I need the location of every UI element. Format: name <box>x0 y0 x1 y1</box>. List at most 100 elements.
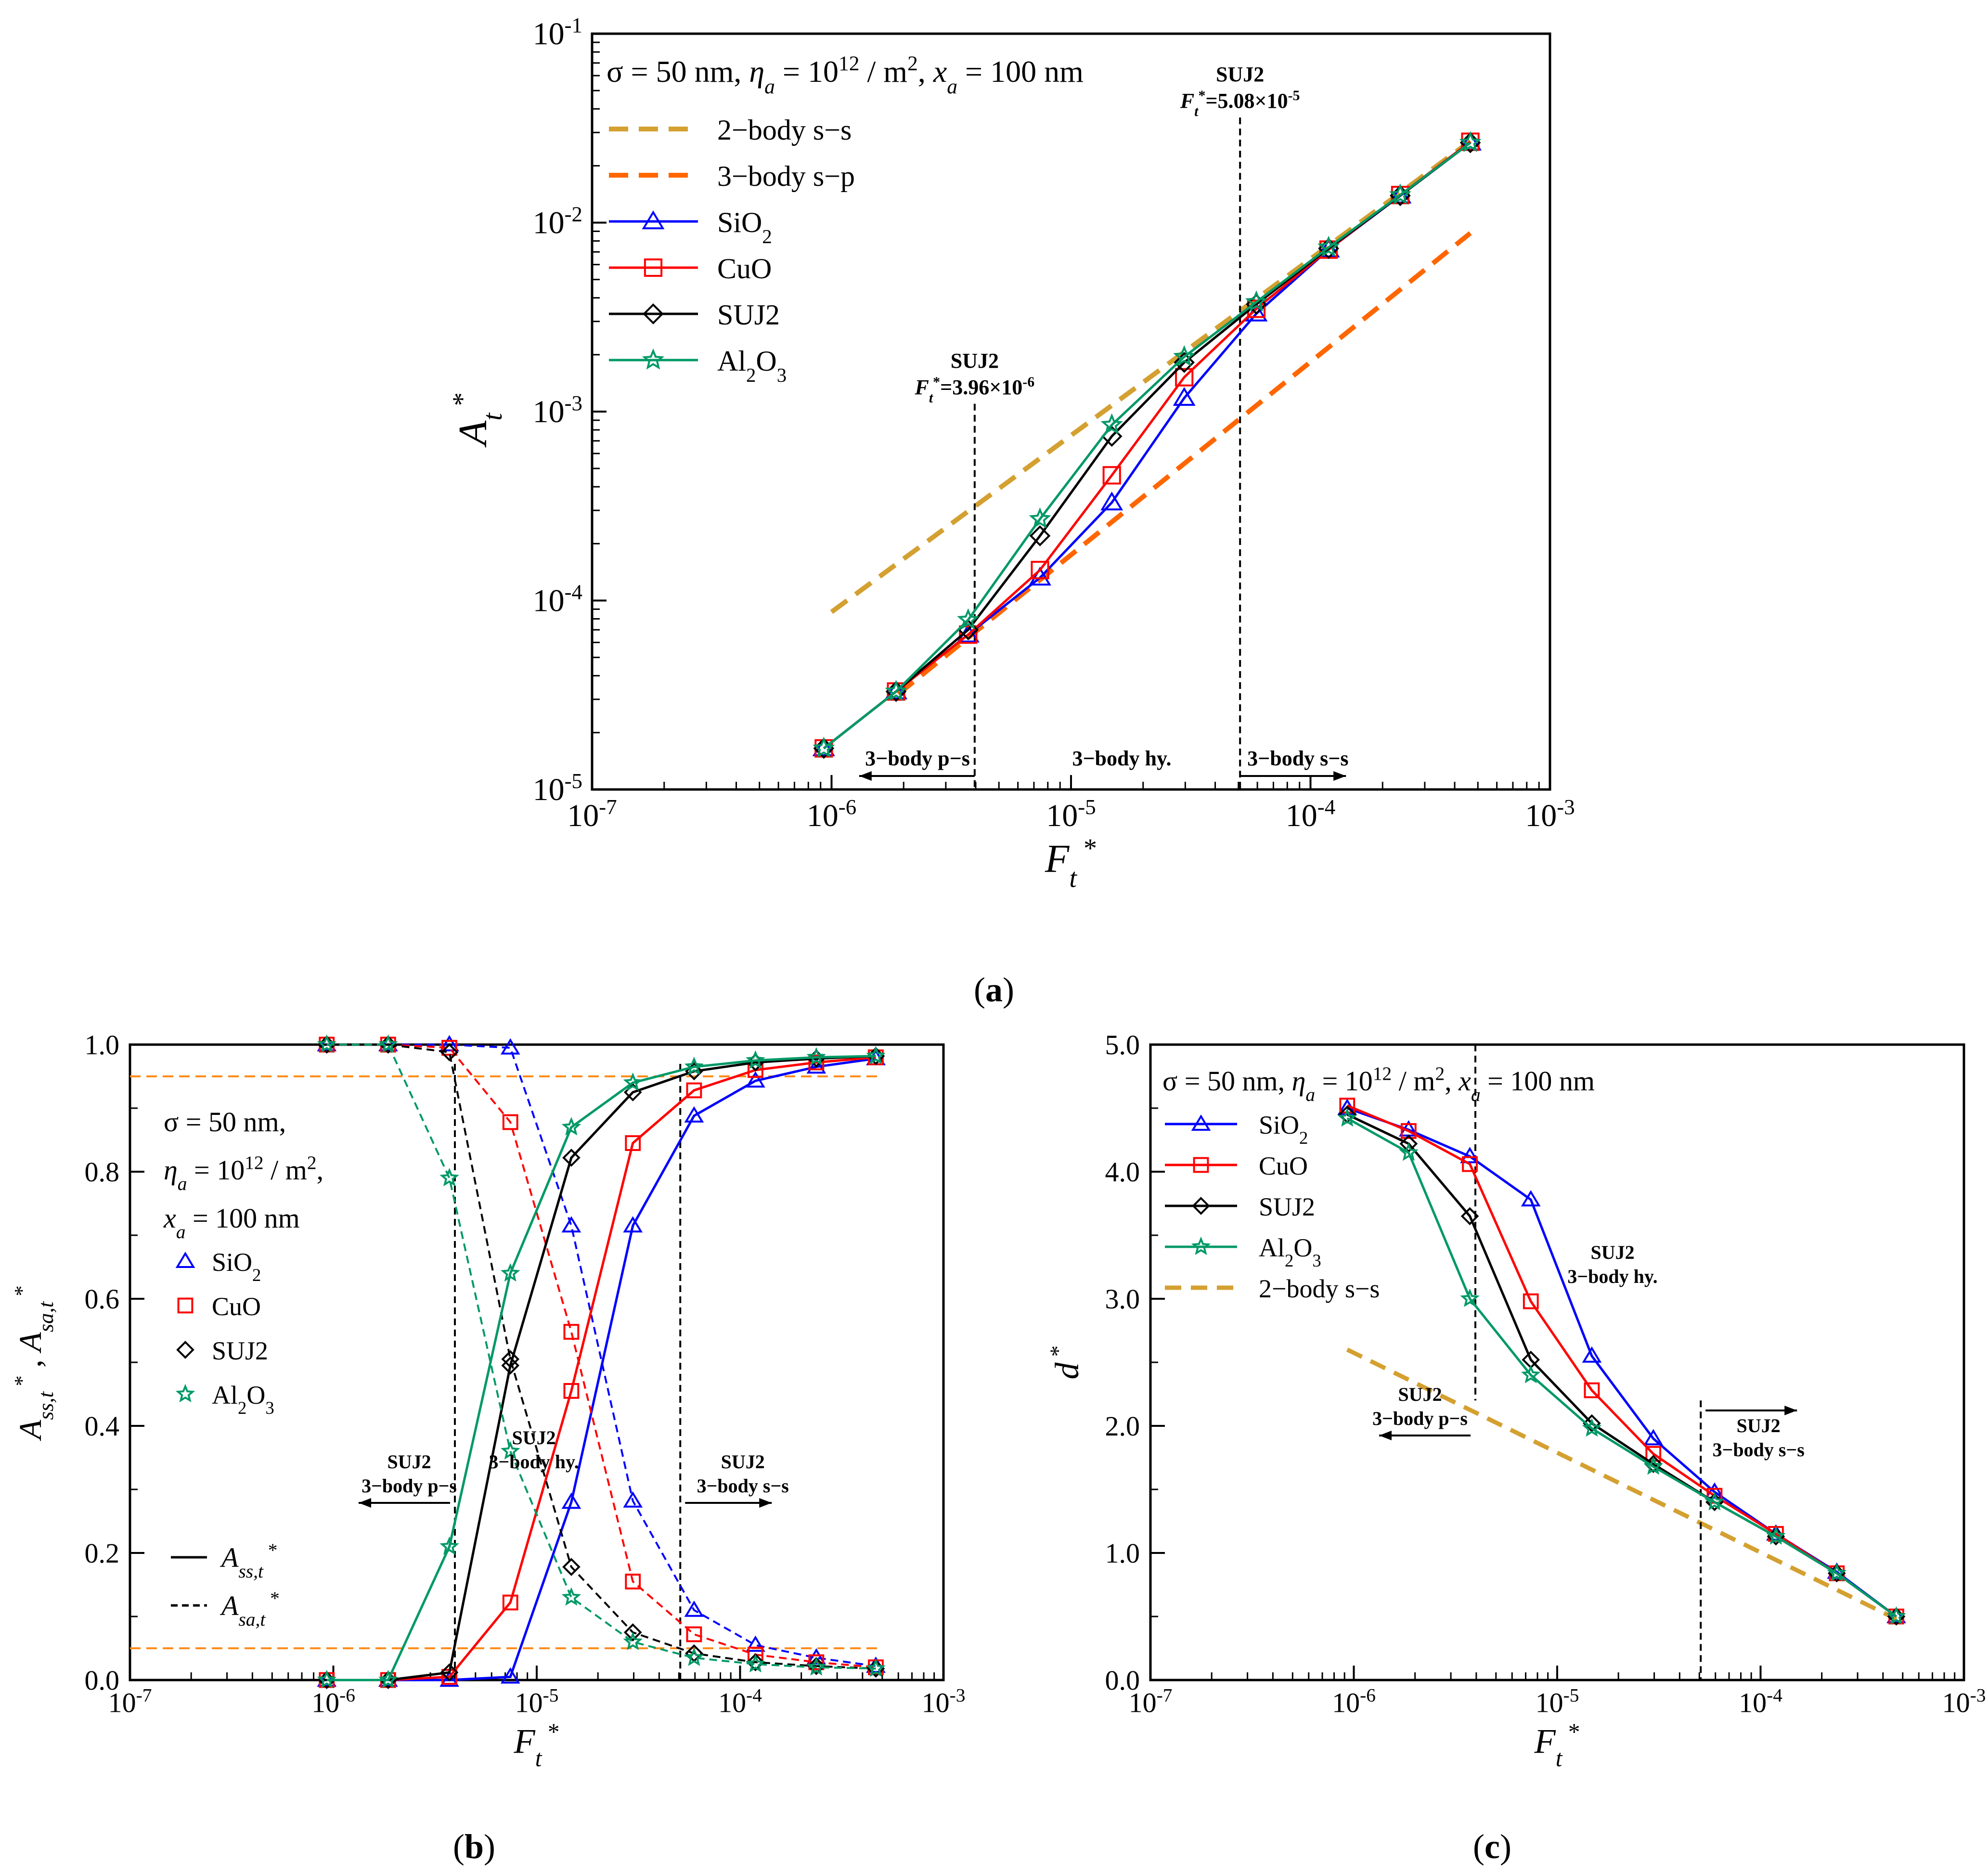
series-line-CuO <box>1346 1104 1897 1618</box>
legend-label: CuO <box>717 253 772 284</box>
legend-label: SiO2 <box>717 207 772 247</box>
data-point-Al2O3 <box>1399 1142 1419 1161</box>
data-point-SiO2 <box>1704 1482 1725 1499</box>
legend-marker <box>1191 1236 1211 1255</box>
x-tick-label: 10-5 <box>1046 795 1096 833</box>
series-line-Al2O3 <box>823 142 1472 750</box>
x-tick-label: 10-6 <box>807 795 856 833</box>
data-point-SUJ2 <box>562 1558 581 1576</box>
legend-a: σ = 50 nm, ηa = 1012 / m2, xa = 100 nm 2−… <box>607 52 1084 386</box>
boundary-value: Ft*=3.96×10-6 <box>915 374 1035 405</box>
data-point-Al2O3 <box>378 1034 398 1053</box>
data-point-Al2O3 <box>1460 1288 1480 1307</box>
data-point-Al2O3 <box>684 1647 704 1666</box>
x-axis-label: Ft * <box>514 1718 560 1771</box>
data-point-SiO2 <box>806 1648 826 1665</box>
data-point-Al2O3 <box>1173 345 1196 366</box>
y-axis-label: At * <box>447 392 508 448</box>
params-text: σ = 50 nm, ηa = 1012 / m2, xa = 100 nm <box>607 52 1084 98</box>
data-point-SUJ2 <box>746 1653 765 1671</box>
region-title: SUJ2 <box>512 1427 556 1448</box>
data-point-SiO2 <box>885 680 908 699</box>
legend-marker <box>642 348 665 370</box>
data-point-CuO <box>808 1654 825 1670</box>
x-tick-label: 10-7 <box>1129 1685 1173 1719</box>
legend-marker <box>644 258 663 277</box>
x-tick-label: 10-6 <box>1332 1685 1376 1719</box>
region-label: 3−body hy. <box>489 1451 579 1473</box>
data-point-SiO2 <box>439 1035 459 1051</box>
data-point-Al2O3 <box>1317 235 1340 257</box>
data-point-CuO <box>1102 466 1121 485</box>
legend-label: SUJ2 <box>212 1336 268 1365</box>
legend-marker <box>175 1384 195 1403</box>
region-title: SUJ2 <box>1590 1241 1634 1263</box>
legend-b: σ = 50 nm, ηa = 1012 / m2, xa = 100 nm SiO2… <box>163 1106 323 1630</box>
legend-label: SiO2 <box>1259 1111 1308 1148</box>
data-point-Al2O3 <box>623 1631 643 1650</box>
data-point-Al2O3 <box>1704 1492 1725 1511</box>
region-label: 3−body hy. <box>1072 747 1171 770</box>
data-point-Al2O3 <box>1521 1365 1541 1384</box>
series-line-SiO2 <box>823 142 1472 750</box>
legend-label: SUJ2 <box>717 299 780 331</box>
data-point-SiO2 <box>812 737 835 756</box>
data-point-SiO2 <box>1173 387 1196 406</box>
data-point-SiO2 <box>1460 1147 1480 1164</box>
plot-frame-c <box>1149 1043 1965 1681</box>
reference-line-2body-ss <box>1346 1347 1898 1621</box>
panel-b: 10-7 10-6 10-5 10-4 10-3 Ft * 0.0 0.2 0.4 0.6 0.8 1… <box>10 1029 965 1866</box>
data-point-SiO2 <box>1582 1346 1602 1363</box>
y-axis-label: d * <box>1046 1345 1086 1380</box>
data-point-Al2O3 <box>561 1117 581 1136</box>
region-label: 3−body p−s <box>865 747 970 770</box>
data-point-SiO2 <box>1029 567 1052 586</box>
data-point-Al2O3 <box>806 1657 826 1676</box>
data-point-SUJ2 <box>440 1663 459 1681</box>
legend-label: 2−body s−s <box>717 114 852 146</box>
x-tick-label: 10-3 <box>922 1685 966 1719</box>
data-point-CuO <box>808 1054 825 1071</box>
region-title: SUJ2 <box>1398 1384 1442 1405</box>
legend-label: CuO <box>212 1292 261 1321</box>
data-point-Al2O3 <box>1029 507 1051 529</box>
y-tick-label: 0.4 <box>85 1410 120 1442</box>
panel-a: 10-7 10-6 10-5 10-4 10-3Ft *10-510-410-310-2… <box>447 13 1575 1009</box>
data-point-SUJ2 <box>562 1149 581 1167</box>
params-text: σ = 50 nm, <box>164 1106 286 1138</box>
region-label: 3−body s−s <box>1713 1439 1805 1461</box>
data-point-SiO2 <box>561 1216 581 1233</box>
y-tick-label: 10-4 <box>533 580 582 619</box>
data-point-SiO2 <box>1886 1607 1906 1623</box>
boundary-title: SUJ2 <box>951 349 999 373</box>
legend-marker <box>176 1341 194 1359</box>
y-tick-label: 0.0 <box>85 1665 120 1696</box>
reference-line-3body-sp <box>897 231 1472 696</box>
data-point-Al2O3 <box>1389 183 1411 205</box>
y-tick-label: 2.0 <box>1105 1410 1140 1442</box>
data-point-CuO <box>502 1114 518 1130</box>
x-tick-label: 10-5 <box>515 1685 559 1719</box>
legend-label: 2−body s−s <box>1259 1274 1380 1303</box>
y-tick-label: 10-2 <box>533 202 582 241</box>
data-point-Al2O3 <box>317 1669 336 1689</box>
data-point-SUJ2 <box>1644 1455 1663 1474</box>
data-point-SUJ2 <box>807 1657 826 1675</box>
data-point-CuO <box>625 1135 641 1151</box>
data-point-Al2O3 <box>1337 1108 1357 1127</box>
data-point-SiO2 <box>561 1492 581 1509</box>
data-point-CuO <box>686 1082 702 1099</box>
x-tick-label: 10-4 <box>1739 1685 1782 1719</box>
series-line-SUJ2-ss <box>326 1055 876 1681</box>
data-point-SiO2 <box>623 1491 643 1508</box>
data-point-CuO <box>1523 1293 1539 1309</box>
data-point-SUJ2 <box>440 1043 459 1061</box>
y-tick-label: 10-3 <box>533 391 582 429</box>
legend-label: SUJ2 <box>1259 1192 1315 1221</box>
region-label: 3−body s−s <box>1247 747 1348 770</box>
data-point-SiO2 <box>439 1670 459 1687</box>
data-point-Al2O3 <box>439 1167 459 1187</box>
data-point-SiO2 <box>746 1071 765 1088</box>
legend-label: Al2O3 <box>717 345 787 386</box>
